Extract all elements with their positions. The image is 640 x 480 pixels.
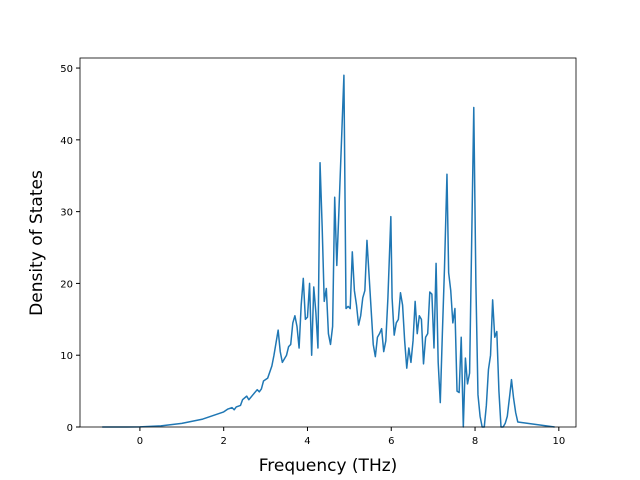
x-tick-label: 10 [552, 436, 565, 447]
y-tick-label: 10 [60, 351, 73, 362]
x-tick-label: 8 [472, 436, 478, 447]
x-tick-label: 0 [137, 436, 143, 447]
x-tick-label: 2 [221, 436, 227, 447]
y-tick-label: 20 [60, 279, 73, 290]
x-tick-label: 4 [304, 436, 310, 447]
y-tick-label: 0 [67, 423, 73, 434]
line [102, 74, 555, 428]
x-axis-label: Frequency (THz) [259, 456, 398, 476]
y-tick-label: 50 [60, 64, 73, 75]
y-tick-label: 30 [60, 208, 73, 219]
axes-frame [79, 57, 577, 428]
x-tick-label: 6 [388, 436, 394, 447]
y-tick-label: 40 [60, 136, 73, 147]
y-axis-label: Density of States [27, 170, 47, 316]
